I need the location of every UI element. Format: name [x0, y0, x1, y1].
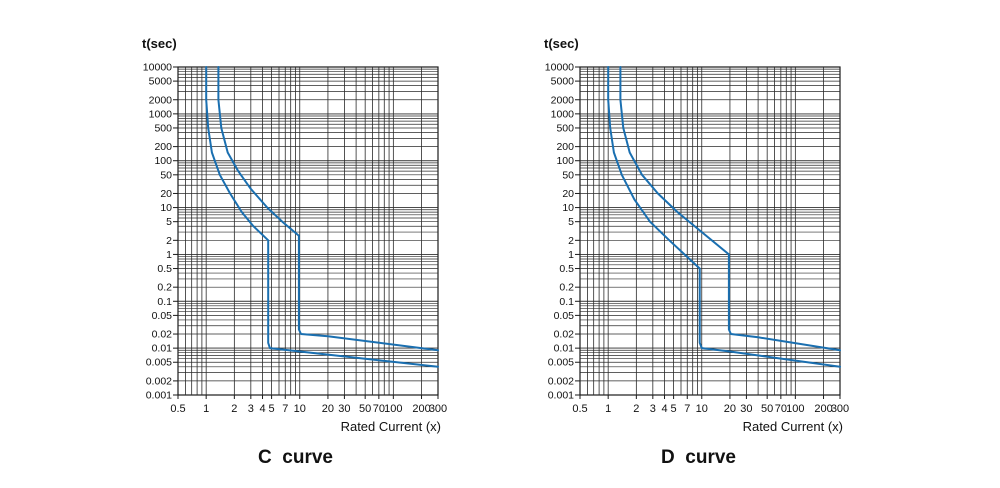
c-curve-x-tick-label: 30 [338, 403, 350, 415]
c-curve-x-tick-label: 5 [269, 403, 275, 415]
d-curve-caption: D curve [661, 447, 736, 468]
c-curve-x-tick-label: 10 [294, 403, 306, 415]
d-curve-lower-trip-line [607, 66, 841, 368]
d-curve-x-tick-label: 200 [814, 403, 832, 415]
d-curve-y-tick-label: 0.02 [554, 329, 575, 341]
d-curve-x-tick-label: 5 [671, 403, 677, 415]
c-curve-x-tick-label: 4 [259, 403, 265, 415]
c-curve-y-tick-label: 2000 [149, 94, 173, 106]
c-curve-y-axis-label: t(sec) [142, 36, 177, 51]
d-curve-x-tick-label: 300 [831, 403, 849, 415]
d-curve-y-tick-label: 1 [568, 249, 574, 261]
d-curve-y-tick-label: 0.01 [554, 343, 575, 355]
c-curve-y-tick-label: 100 [154, 155, 172, 167]
c-curve-caption: C curve [258, 447, 333, 468]
c-curve-y-tick-label: 0.1 [157, 296, 172, 308]
c-curve-y-tick-label: 0.002 [146, 375, 172, 387]
d-curve-y-tick-label: 0.005 [548, 357, 574, 369]
d-curve-y-tick-label: 50 [562, 169, 574, 181]
c-curve-x-tick-label: 200 [412, 403, 430, 415]
c-curve-x-tick-label: 1 [203, 403, 209, 415]
c-curve-x-tick-label: 7 [282, 403, 288, 415]
c-curve-y-tick-label: 0.05 [152, 310, 173, 322]
d-curve-x-tick-label: 4 [661, 403, 667, 415]
d-curve-y-tick-label: 5 [568, 216, 574, 228]
d-curve-y-tick-label: 0.5 [559, 263, 574, 275]
c-curve-y-tick-label: 1 [166, 249, 172, 261]
d-curve-x-tick-label: 30 [740, 403, 752, 415]
c-curve-y-tick-label: 20 [160, 188, 172, 200]
d-curve-upper-trip-line [619, 66, 841, 352]
c-curve-upper-trip-line [217, 66, 439, 352]
c-curve-x-tick-label: 50 [359, 403, 371, 415]
d-curve-x-tick-label: 10 [696, 403, 708, 415]
d-curve-x-tick-label: 3 [650, 403, 656, 415]
c-curve-x-tick-label: 70 [373, 403, 385, 415]
d-curve-y-axis-label: t(sec) [544, 36, 579, 51]
d-curve-x-tick-label: 0.5 [572, 403, 587, 415]
d-curve-x-tick-label: 2 [633, 403, 639, 415]
d-curve-y-ticks: 10000 5000 2000 1000 500 200 100 50 20 10 5 2 1 0.5 0.… [545, 62, 580, 402]
c-curve-y-tick-label: 10 [160, 202, 172, 214]
d-curve-x-tick-label: 7 [684, 403, 690, 415]
d-curve-chart: 100005000200010005002001005020105210.50.… [544, 36, 849, 434]
c-curve-x-tick-label: 300 [429, 403, 447, 415]
c-curve-y-tick-label: 200 [154, 141, 172, 153]
d-curve-y-tick-label: 200 [556, 141, 574, 153]
c-curve-y-tick-label: 50 [160, 169, 172, 181]
c-curve-x-tick-label: 0.5 [170, 403, 185, 415]
d-curve-x-tick-label: 50 [761, 403, 773, 415]
c-curve-y-tick-label: 500 [154, 122, 172, 134]
d-curve-y-tick-label: 2000 [551, 94, 575, 106]
c-curve-y-tick-label: 0.005 [146, 357, 172, 369]
d-curve-x-tick-label: 100 [786, 403, 804, 415]
d-curve-y-tick-label: 10000 [545, 62, 574, 74]
d-curve-y-tick-label: 5000 [551, 76, 575, 88]
d-curve-y-tick-label: 2 [568, 235, 574, 247]
d-curve-y-tick-label: 0.001 [548, 390, 574, 402]
d-curve-y-tick-label: 500 [556, 122, 574, 134]
c-curve-y-tick-label: 5 [166, 216, 172, 228]
c-curve-y-tick-label: 5000 [149, 76, 173, 88]
c-curve-x-axis-label: Rated Current (x) [341, 419, 441, 434]
c-curve-y-tick-label: 0.02 [152, 329, 173, 341]
d-curve-y-tick-label: 100 [556, 155, 574, 167]
d-curve-vertical-grid [587, 67, 824, 395]
c-curve-y-tick-label: 0.5 [157, 263, 172, 275]
c-curve-y-tick-label: 0.2 [157, 282, 172, 294]
d-curve-y-tick-label: 1000 [551, 108, 575, 120]
c-curve-y-ticks: 10000 5000 2000 1000 500 200 100 50 20 10 5 2 1 0.5 0.… [143, 62, 178, 402]
c-curve-vertical-grid [185, 67, 422, 395]
c-curve-x-tick-label: 3 [248, 403, 254, 415]
d-curve-x-axis-label: Rated Current (x) [743, 419, 843, 434]
d-curve-x-tick-label: 1 [605, 403, 611, 415]
d-curve-y-tick-label: 0.2 [559, 282, 574, 294]
d-curve-x-tick-label: 20 [724, 403, 736, 415]
c-curve-x-tick-label: 2 [231, 403, 237, 415]
d-curve-y-tick-label: 0.002 [548, 375, 574, 387]
c-curve-chart: 100005000200010005002001005020105210.50.… [142, 36, 447, 434]
d-curve-y-tick-label: 0.05 [554, 310, 575, 322]
c-curve-lower-trip-line [205, 66, 439, 368]
d-curve-y-tick-label: 20 [562, 188, 574, 200]
c-curve-y-tick-label: 2 [166, 235, 172, 247]
c-curve-y-tick-label: 0.001 [146, 390, 172, 402]
c-curve-x-tick-label: 20 [322, 403, 334, 415]
c-curve-y-tick-label: 0.01 [152, 343, 173, 355]
d-curve-x-tick-label: 70 [775, 403, 787, 415]
c-curve-y-tick-label: 1000 [149, 108, 173, 120]
c-curve-y-tick-label: 10000 [143, 62, 172, 74]
c-curve-x-tick-label: 100 [384, 403, 402, 415]
d-curve-y-tick-label: 0.1 [559, 296, 574, 308]
d-curve-y-tick-label: 10 [562, 202, 574, 214]
